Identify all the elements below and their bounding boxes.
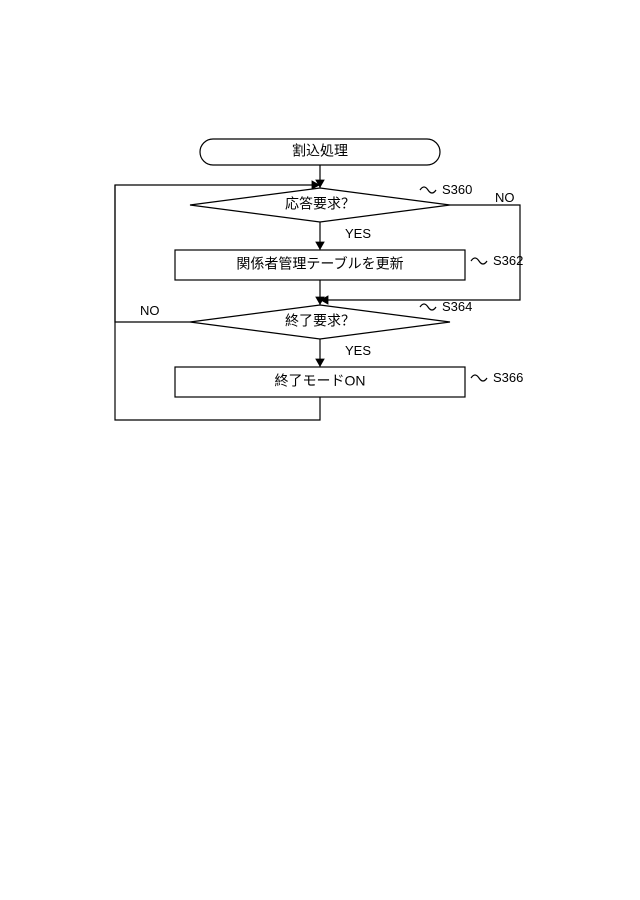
node-label: 割込処理 [292, 143, 348, 159]
node-d1: 応答要求？ [190, 188, 450, 222]
node-label: 関係者管理テーブルを更新 [236, 256, 403, 272]
node-p1: 関係者管理テーブルを更新 [175, 250, 465, 280]
node-label: 終了要求？ [285, 313, 355, 329]
edge-label: YES [345, 226, 371, 241]
edge-label: NO [140, 303, 160, 318]
step-ref: S366 [493, 370, 523, 385]
step-ref: S364 [442, 299, 472, 314]
node-start: 割込処理 [200, 139, 440, 165]
flowchart-canvas: YES YES NO NO 割込処理応答要求？ S360 関係者管理テーブルを更新 S362 終… [0, 0, 640, 900]
step-ref: S362 [493, 253, 523, 268]
edge-label: YES [345, 343, 371, 358]
node-d2: 終了要求？ [190, 305, 450, 339]
step-ref: S360 [442, 182, 472, 197]
node-label: 終了モードON [275, 373, 366, 389]
edge-label: NO [495, 190, 515, 205]
node-label: 応答要求？ [285, 196, 355, 212]
node-p2: 終了モードON [175, 367, 465, 397]
